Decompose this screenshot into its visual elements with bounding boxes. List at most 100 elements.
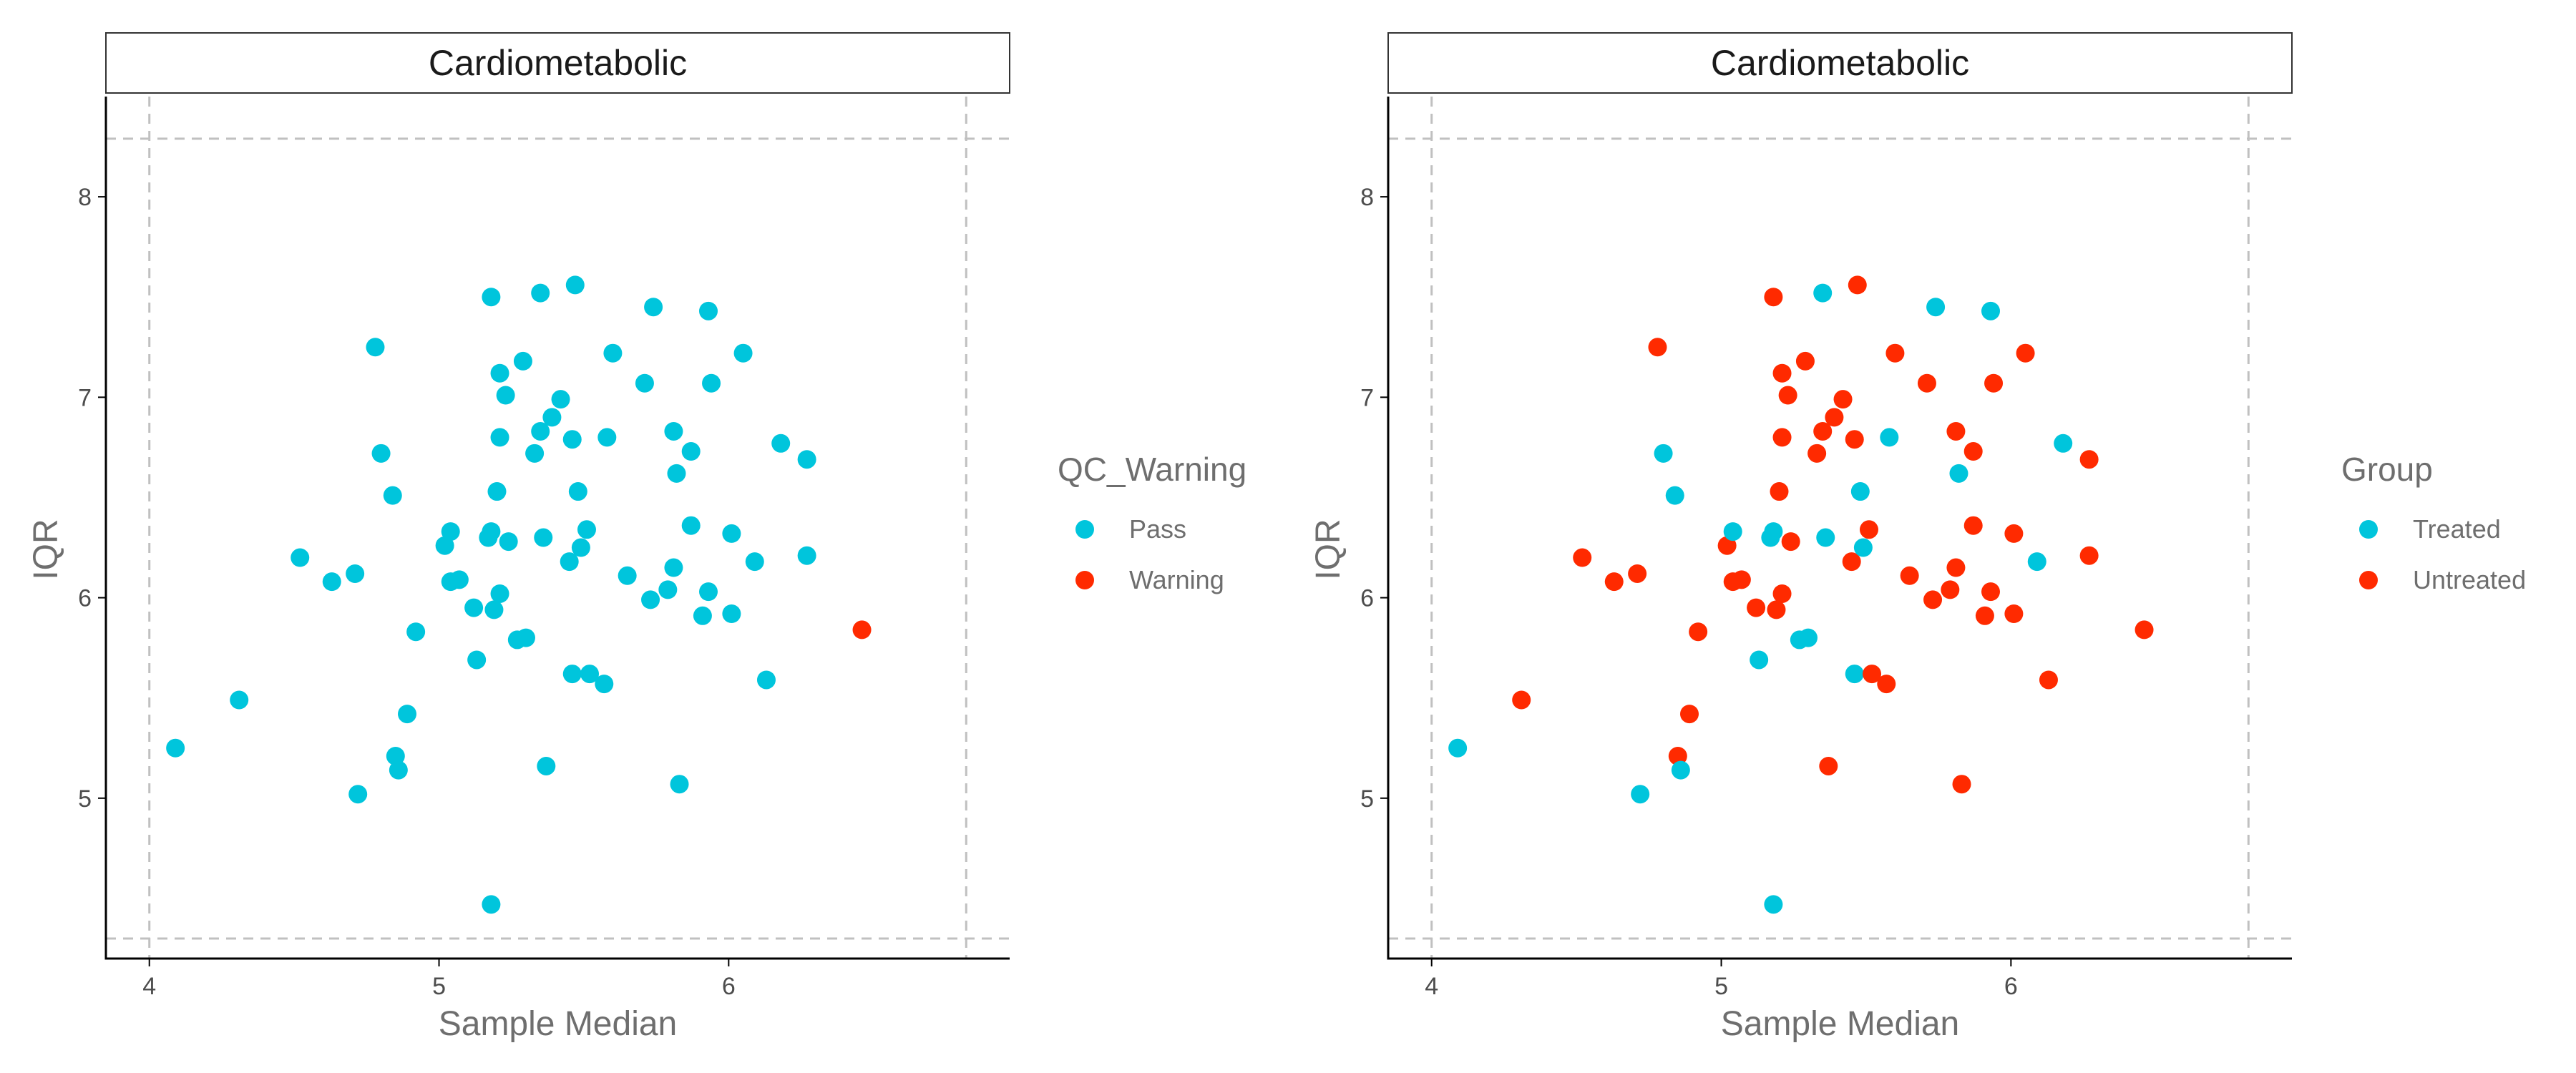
data-point <box>1816 528 1835 547</box>
data-point <box>1750 650 1769 670</box>
data-point <box>1671 760 1690 780</box>
data-point <box>771 433 791 453</box>
y-tick-label: 7 <box>78 384 92 411</box>
data-point <box>496 386 515 405</box>
y-tick-label: 7 <box>1360 384 1374 411</box>
axis-ticks: 4 5 6 5 6 7 8 <box>1360 184 2018 1000</box>
data-point <box>562 665 582 684</box>
data-point <box>1772 584 1792 603</box>
data-point <box>1764 522 1783 542</box>
data-point <box>681 442 701 461</box>
panel-group: Cardiometabolic 4 5 6 5 6 7 8 Sample Median IQ… <box>1309 32 2526 1043</box>
data-point <box>1631 785 1650 804</box>
data-point <box>670 775 689 794</box>
data-point <box>513 351 532 371</box>
data-point <box>1952 775 1971 794</box>
data-point <box>560 552 579 572</box>
data-point <box>1963 442 1983 461</box>
data-point <box>467 650 487 670</box>
facet-strip-label: Cardiometabolic <box>1711 43 1969 83</box>
data-point <box>1778 386 1797 405</box>
data-point <box>386 746 405 765</box>
data-point <box>1923 590 1943 609</box>
data-point <box>667 464 686 483</box>
data-point <box>1946 558 1966 577</box>
data-point <box>1813 421 1833 441</box>
data-point <box>322 572 341 592</box>
data-point <box>1512 690 1531 710</box>
data-point <box>1863 665 1882 684</box>
axes <box>1387 97 2292 960</box>
data-point <box>1926 298 1946 317</box>
data-point <box>2016 343 2035 363</box>
data-point <box>2004 524 2024 543</box>
data-point <box>1772 428 1792 447</box>
data-point <box>1833 390 1853 409</box>
data-point <box>733 343 753 363</box>
data-point <box>534 528 553 547</box>
data-point <box>1885 343 1905 363</box>
data-point <box>482 895 501 914</box>
data-point <box>499 532 518 552</box>
data-point <box>542 408 562 427</box>
data-point <box>371 444 391 463</box>
data-point <box>490 363 509 383</box>
data-point <box>693 606 712 625</box>
data-point <box>1665 486 1684 505</box>
data-point <box>1764 288 1783 307</box>
data-point <box>2135 620 2154 640</box>
data-point <box>597 428 617 447</box>
data-point <box>699 582 718 602</box>
data-point <box>1807 444 1827 463</box>
data-point <box>346 564 365 583</box>
data-point <box>1981 301 2000 320</box>
data-point <box>852 620 872 640</box>
data-point <box>449 570 469 589</box>
data-point <box>702 373 721 393</box>
data-point <box>531 283 550 303</box>
y-axis-title: IQR <box>27 519 65 579</box>
data-point <box>1772 363 1792 383</box>
y-tick-label: 8 <box>1360 184 1374 211</box>
data-point <box>2004 604 2024 623</box>
legend-key-warning <box>1075 571 1094 589</box>
data-point <box>664 421 683 441</box>
y-tick-label: 6 <box>78 585 92 612</box>
data-point <box>1717 536 1737 555</box>
data-point <box>562 430 582 449</box>
data-point <box>1573 548 1592 567</box>
data-point <box>565 275 585 295</box>
y-tick-label: 5 <box>1360 785 1374 813</box>
data-point <box>722 604 741 623</box>
data-point <box>797 546 816 565</box>
data-point <box>1747 598 1766 617</box>
data-point <box>490 584 509 603</box>
x-tick-label: 6 <box>2004 973 2018 1000</box>
data-point <box>1880 428 1899 447</box>
data-point <box>2027 552 2046 572</box>
facet-strip <box>105 32 1010 94</box>
data-point <box>348 785 368 804</box>
data-points <box>1448 275 2154 914</box>
data-point <box>2054 433 2073 453</box>
data-point <box>571 538 590 557</box>
data-point <box>1798 628 1818 647</box>
data-point <box>1859 520 1878 539</box>
data-point <box>1448 738 1468 758</box>
data-point <box>1984 373 2004 393</box>
data-point <box>2079 546 2099 565</box>
data-point <box>1845 665 1864 684</box>
legend-label-untreated: Untreated <box>2413 565 2526 594</box>
y-tick-label: 6 <box>1360 585 1374 612</box>
data-point <box>1654 444 1673 463</box>
y-tick-label: 5 <box>78 785 92 813</box>
data-point <box>406 622 426 642</box>
data-point <box>525 444 545 463</box>
data-point <box>487 482 507 501</box>
data-point <box>484 600 504 619</box>
data-point <box>490 428 509 447</box>
data-point <box>1917 373 1936 393</box>
legend-key-untreated <box>2359 571 2378 589</box>
facet-strip <box>1387 32 2293 94</box>
